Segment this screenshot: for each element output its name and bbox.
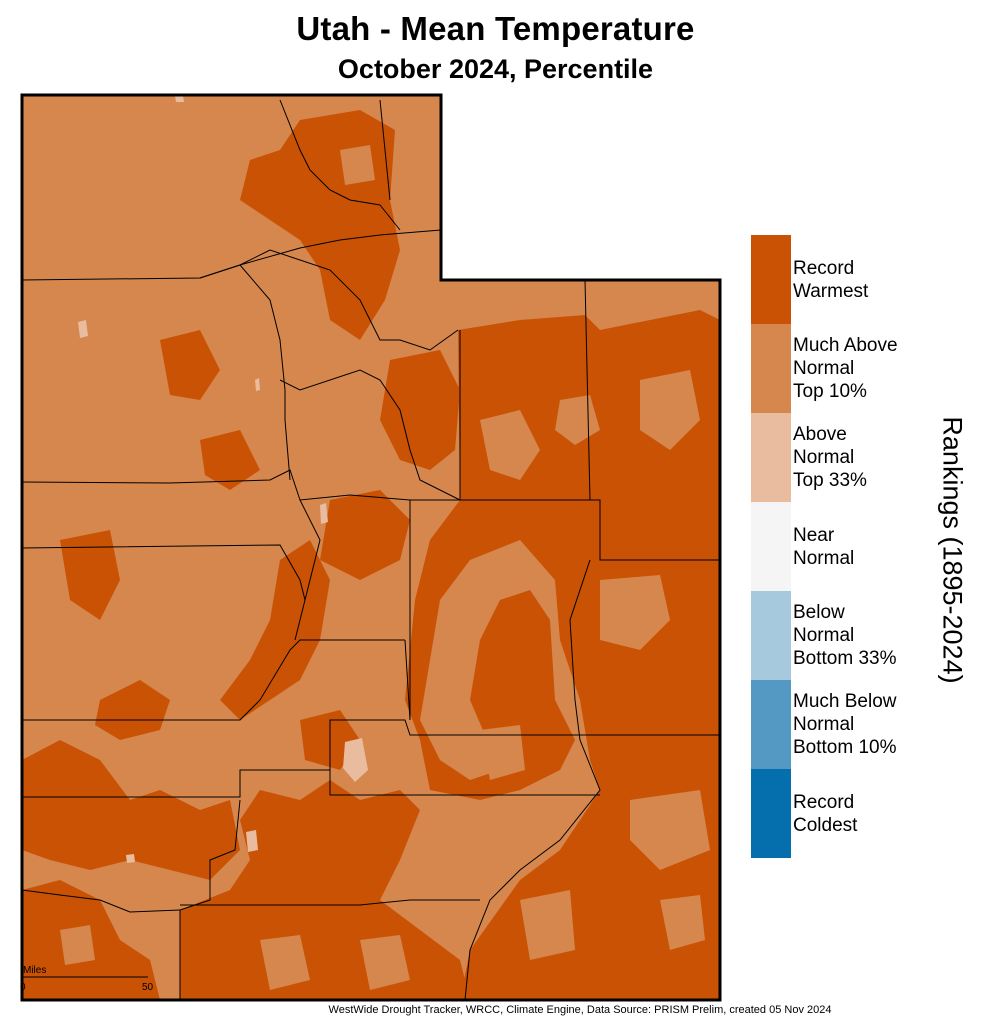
above-normal-patches <box>78 96 368 863</box>
source-credit: WestWide Drought Tracker, WRCC, Climate … <box>328 1004 832 1016</box>
legend-swatch <box>751 324 791 413</box>
county-boundaries <box>21 99 720 1001</box>
legend-swatch <box>751 502 791 591</box>
legend-item: Record Coldest <box>751 769 951 858</box>
legend-item: Above Normal Top 33% <box>751 413 951 502</box>
legend-swatch <box>751 591 791 680</box>
legend-label: Much Above Normal Top 10% <box>793 335 898 402</box>
legend: Record Warmest Much Above Normal Top 10% A… <box>751 235 951 858</box>
scale-bar: Miles 0 50 <box>20 965 154 993</box>
legend-item: Much Above Normal Top 10% <box>751 324 951 413</box>
legend-swatch <box>751 235 791 324</box>
map-subtitle: October 2024, Percentile <box>337 54 654 84</box>
legend-label: Record Coldest <box>793 791 858 836</box>
scale-end: 50 <box>142 982 154 993</box>
legend-item: Much Below Normal Bottom 10% <box>751 680 951 769</box>
legend-item: Below Normal Bottom 33% <box>751 591 951 680</box>
legend-label: Above Normal Top 33% <box>793 424 867 491</box>
legend-label: Record Warmest <box>793 257 869 302</box>
map-title: Utah - Mean Temperature <box>296 10 695 47</box>
legend-label: Near Normal <box>793 524 855 569</box>
scale-start: 0 <box>20 982 26 993</box>
legend-swatch <box>751 413 791 502</box>
state-outline <box>20 93 722 1002</box>
legend-title: Rankings (1895-2024) <box>937 416 968 684</box>
legend-label: Below Normal Bottom 33% <box>793 602 897 669</box>
legend-swatch <box>751 680 791 769</box>
legend-swatch <box>751 769 791 858</box>
legend-item: Record Warmest <box>751 235 951 324</box>
near-normal-patches <box>715 150 720 165</box>
legend-label: Much Below Normal Bottom 10% <box>793 691 897 758</box>
scale-unit: Miles <box>23 965 46 976</box>
legend-item: Near Normal <box>751 502 951 591</box>
